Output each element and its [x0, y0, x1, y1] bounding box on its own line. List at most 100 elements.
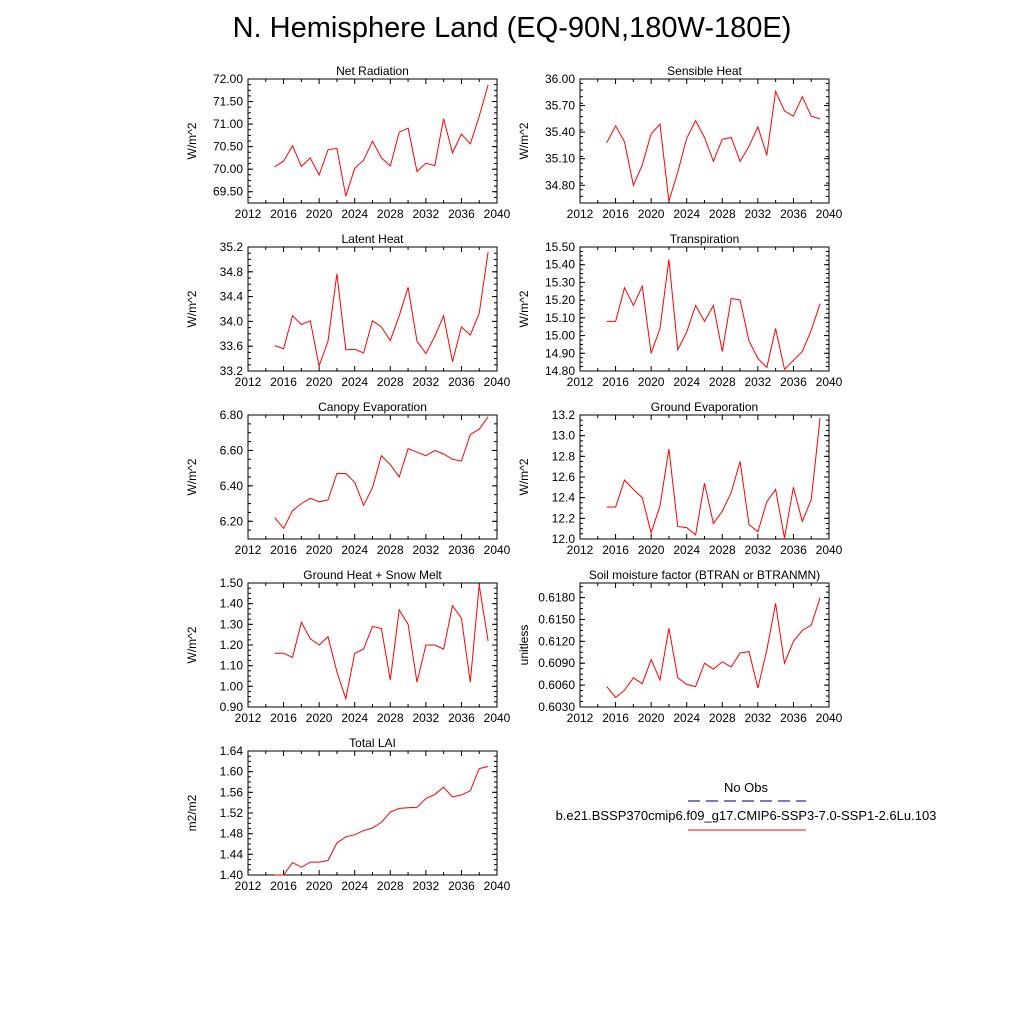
- legend: No Obs b.e21.BSSP370cmip6.f09_g17.CMIP6-S…: [556, 780, 937, 831]
- chart-sensible-heat-xtick-label: 2032: [745, 207, 772, 221]
- chart-total-lai-ytick-label: 1.56: [220, 785, 244, 799]
- chart-canopy-evaporation-xtick-label: 2036: [448, 543, 475, 557]
- chart-canopy-evaporation-frame: [247, 414, 498, 540]
- chart-transpiration-ytick-label: 14.80: [545, 364, 575, 378]
- chart-net-radiation-ytick-label: 70.00: [213, 162, 243, 176]
- chart-ground-heat-snow-melt-xtick-label: 2020: [306, 711, 333, 725]
- chart-sensible-heat-xtick-label: 2036: [780, 207, 807, 221]
- legend-label-experiment: b.e21.BSSP370cmip6.f09_g17.CMIP6-SSP3-7.…: [556, 808, 937, 823]
- chart-transpiration-xtick-label: 2016: [602, 375, 629, 389]
- chart-canopy-evaporation-xtick-label: 2024: [341, 543, 368, 557]
- chart-latent-heat-xtick-label: 2036: [448, 375, 475, 389]
- chart-ground-evaporation-ytick-label: 12.4: [552, 491, 576, 505]
- chart-latent-heat-series-line: [274, 251, 489, 368]
- legend-label-no-obs: No Obs: [724, 780, 769, 795]
- chart-sensible-heat-ytick-label: 35.70: [545, 99, 575, 113]
- chart-soil-moisture-factor-btran-or-btranmn-xtick-label: 2020: [638, 711, 665, 725]
- chart-transpiration-ytick-label: 15.10: [545, 311, 575, 325]
- chart-ground-evaporation-ytick-label: 12.2: [552, 511, 576, 525]
- chart-sensible-heat-xtick-label: 2028: [709, 207, 736, 221]
- chart-soil-moisture-factor-btran-or-btranmn-ytick-label: 0.6180: [538, 591, 575, 605]
- chart-ground-evaporation-series-line: [606, 418, 821, 539]
- chart-ground-heat-snow-melt-ytick-label: 0.90: [220, 700, 244, 714]
- page-title: N. Hemisphere Land (EQ-90N,180W-180E): [232, 12, 792, 44]
- chart-ground-heat-snow-melt-xtick-label: 2036: [448, 711, 475, 725]
- chart-ground-heat-snow-melt-series-line: [274, 585, 489, 701]
- chart-transpiration-xtick-label: 2012: [567, 375, 594, 389]
- chart-ground-evaporation-xtick-label: 2028: [709, 543, 736, 557]
- chart-ground-heat-snow-melt-xtick-label: 2016: [270, 711, 297, 725]
- chart-net-radiation-ylabel: W/m^2: [185, 122, 199, 159]
- chart-ground-heat-snow-melt-xtick-label: 2040: [484, 711, 511, 725]
- chart-net-radiation-xtick-label: 2040: [484, 207, 511, 221]
- chart-latent-heat-xtick-label: 2040: [484, 375, 511, 389]
- chart-canopy-evaporation-xtick-label: 2016: [270, 543, 297, 557]
- chart-ground-heat-snow-melt: Ground Heat + Snow Melt W/m^2 2012 2016 2020…: [185, 568, 511, 725]
- chart-soil-moisture-factor-btran-or-btranmn: Soil moisture factor (BTRAN or BTRANMN) u…: [517, 568, 843, 725]
- chart-soil-moisture-factor-btran-or-btranmn-xtick-label: 2028: [709, 711, 736, 725]
- chart-sensible-heat-xtick-label: 2012: [567, 207, 594, 221]
- chart-transpiration-xtick-label: 2020: [638, 375, 665, 389]
- chart-total-lai-xtick-label: 2036: [448, 879, 475, 893]
- chart-net-radiation-xtick-label: 2020: [306, 207, 333, 221]
- chart-latent-heat-ytick-label: 35.2: [220, 240, 244, 254]
- chart-latent-heat-ytick-label: 34.0: [220, 314, 244, 328]
- chart-transpiration-ytick-label: 15.50: [545, 240, 575, 254]
- chart-total-lai: Total LAI m2/m2 2012 2016 2020 2024 2028 2032 20…: [185, 736, 511, 893]
- chart-ground-heat-snow-melt-ytick-label: 1.00: [220, 679, 244, 693]
- chart-ground-heat-snow-melt-ytick-label: 1.50: [220, 576, 244, 590]
- chart-ground-heat-snow-melt-xtick-label: 2028: [377, 711, 404, 725]
- chart-sensible-heat-xtick-label: 2016: [602, 207, 629, 221]
- chart-ground-heat-snow-melt-ylabel: W/m^2: [185, 626, 199, 663]
- chart-transpiration-frame: [579, 246, 830, 372]
- chart-net-radiation-xtick-label: 2012: [235, 207, 262, 221]
- chart-soil-moisture-factor-btran-or-btranmn-ytick-label: 0.6030: [538, 700, 575, 714]
- chart-latent-heat-ytick-label: 33.2: [220, 364, 244, 378]
- chart-ground-evaporation-xtick-label: 2020: [638, 543, 665, 557]
- chart-transpiration-xtick-label: 2040: [816, 375, 843, 389]
- chart-soil-moisture-factor-btran-or-btranmn-ytick-label: 0.6120: [538, 634, 575, 648]
- chart-total-lai-xtick-label: 2016: [270, 879, 297, 893]
- chart-soil-moisture-factor-btran-or-btranmn-title: Soil moisture factor (BTRAN or BTRANMN): [589, 568, 820, 582]
- chart-ground-heat-snow-melt-ytick-label: 1.20: [220, 638, 244, 652]
- chart-ground-evaporation-xtick-label: 2032: [745, 543, 772, 557]
- chart-transpiration-xtick-label: 2036: [780, 375, 807, 389]
- chart-canopy-evaporation-ytick-label: 6.40: [220, 479, 244, 493]
- chart-net-radiation: Net Radiation W/m^2 2012 2016 2020 2024 2028 20…: [185, 64, 511, 221]
- chart-total-lai-title: Total LAI: [349, 736, 396, 750]
- chart-ground-heat-snow-melt-xtick-label: 2024: [341, 711, 368, 725]
- chart-canopy-evaporation-xtick-label: 2020: [306, 543, 333, 557]
- chart-net-radiation-xtick-label: 2028: [377, 207, 404, 221]
- chart-soil-moisture-factor-btran-or-btranmn-ytick-label: 0.6150: [538, 612, 575, 626]
- chart-soil-moisture-factor-btran-or-btranmn-ylabel: unitless: [517, 625, 531, 666]
- chart-total-lai-xtick-label: 2012: [235, 879, 262, 893]
- chart-ground-heat-snow-melt-frame: [247, 582, 498, 708]
- chart-ground-heat-snow-melt-ytick-label: 1.10: [220, 659, 244, 673]
- chart-total-lai-ytick-label: 1.44: [220, 847, 244, 861]
- chart-latent-heat-xtick-label: 2028: [377, 375, 404, 389]
- chart-ground-evaporation-ytick-label: 13.2: [552, 408, 576, 422]
- chart-transpiration-ytick-label: 15.00: [545, 329, 575, 343]
- chart-sensible-heat: Sensible Heat W/m^2 2012 2016 2020 2024 2028 20…: [517, 64, 843, 221]
- chart-latent-heat-ylabel: W/m^2: [185, 290, 199, 327]
- chart-total-lai-ytick-label: 1.40: [220, 868, 244, 882]
- chart-latent-heat-ytick-label: 33.6: [220, 339, 244, 353]
- chart-total-lai-xtick-label: 2024: [341, 879, 368, 893]
- chart-latent-heat-ytick-label: 34.8: [220, 265, 244, 279]
- chart-sensible-heat-series-line: [606, 89, 821, 202]
- chart-latent-heat-xtick-label: 2032: [413, 375, 440, 389]
- chart-latent-heat-title: Latent Heat: [341, 232, 404, 246]
- chart-soil-moisture-factor-btran-or-btranmn-xtick-label: 2036: [780, 711, 807, 725]
- chart-sensible-heat-title: Sensible Heat: [667, 64, 742, 78]
- chart-canopy-evaporation-ytick-label: 6.20: [220, 514, 244, 528]
- chart-sensible-heat-ylabel: W/m^2: [517, 122, 531, 159]
- chart-net-radiation-ytick-label: 69.50: [213, 185, 243, 199]
- chart-ground-evaporation: Ground Evaporation W/m^2 2012 2016 2020 2024 2…: [517, 400, 843, 557]
- chart-ground-evaporation-ytick-label: 12.0: [552, 532, 576, 546]
- chart-soil-moisture-factor-btran-or-btranmn-series-line: [606, 597, 821, 699]
- chart-net-radiation-series-line: [274, 84, 489, 197]
- chart-canopy-evaporation-series-line: [274, 416, 489, 530]
- chart-transpiration-ytick-label: 15.40: [545, 258, 575, 272]
- chart-transpiration-xtick-label: 2032: [745, 375, 772, 389]
